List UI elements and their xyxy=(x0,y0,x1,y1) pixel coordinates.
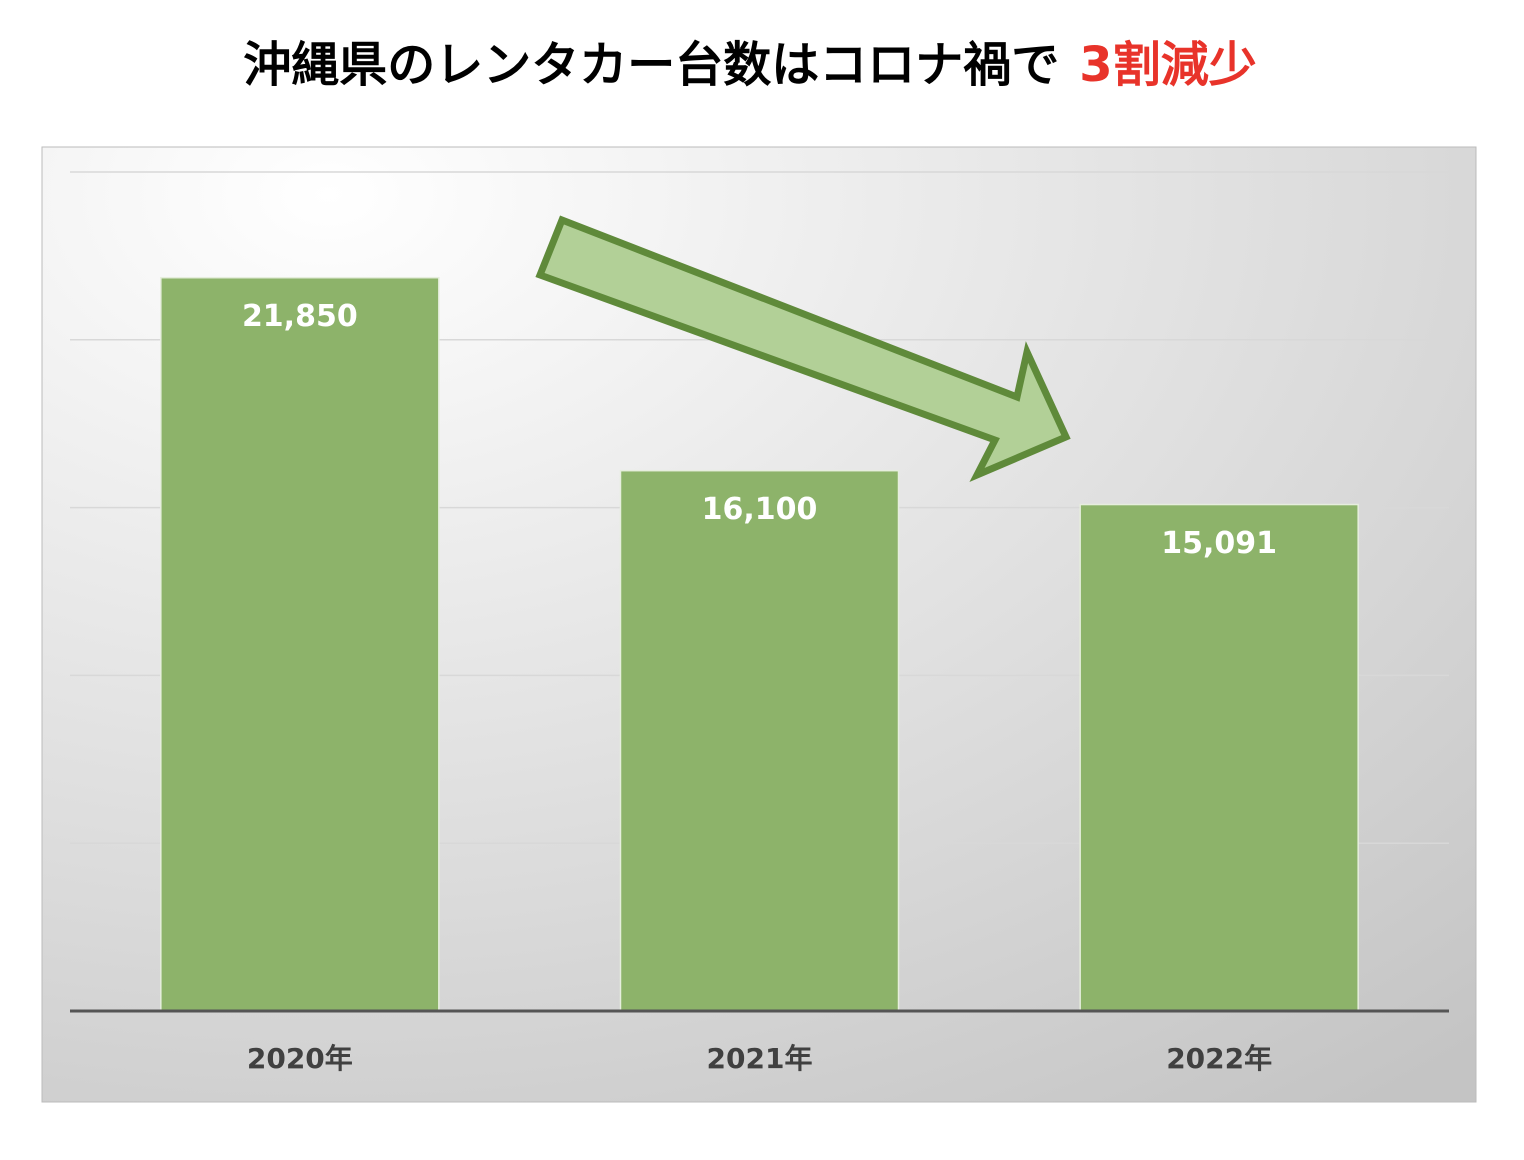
title-highlight: 3割減少 xyxy=(1079,37,1256,93)
value-label: 15,091 xyxy=(1161,526,1277,561)
marks: 21,850 2020年 16,100 2021年 15,091 2022年 xyxy=(70,171,1449,1075)
value-label: 16,100 xyxy=(702,492,818,527)
title-main: 沖縄県のレンタカー台数はコロナ禍で xyxy=(243,37,1059,93)
bar xyxy=(1079,503,1359,1012)
bar xyxy=(619,469,900,1012)
x-tick-label: 2020年 xyxy=(247,1042,353,1075)
value-label: 21,850 xyxy=(242,299,358,334)
trend-arrow xyxy=(535,215,1071,483)
x-tick-label: 2021年 xyxy=(707,1042,813,1075)
bar xyxy=(160,276,440,1012)
chart-title: 沖縄県のレンタカー台数はコロナ禍で 3割減少 xyxy=(243,37,1256,93)
x-tick-label: 2022年 xyxy=(1166,1042,1272,1075)
